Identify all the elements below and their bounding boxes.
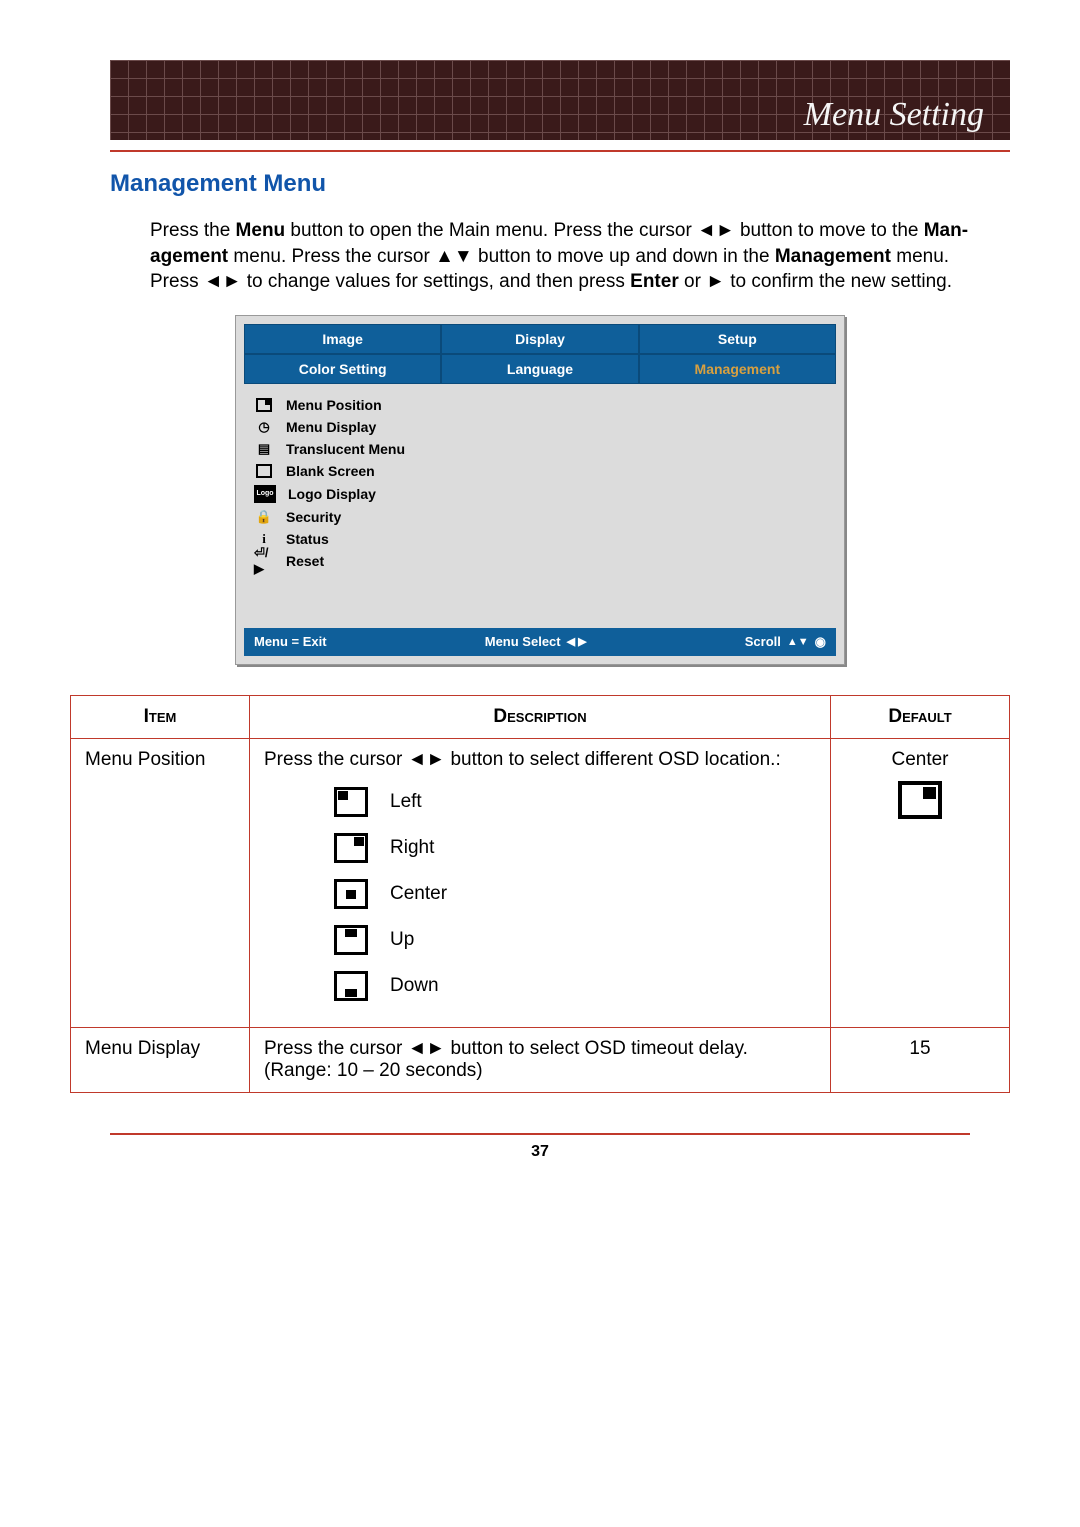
osd-footer-scroll-label: Scroll bbox=[745, 634, 781, 649]
td-item: Menu Display bbox=[71, 1027, 250, 1092]
pos-row: Up bbox=[334, 925, 816, 955]
osd-item-label: Translucent Menu bbox=[286, 441, 405, 457]
header-band: Menu Setting bbox=[70, 60, 1010, 140]
osd-item-label: Blank Screen bbox=[286, 463, 375, 479]
osd-footer-exit: Menu = Exit bbox=[254, 634, 327, 649]
intro-bold-menu: Menu bbox=[236, 220, 286, 241]
table-row: Menu Display Press the cursor ◄► button … bbox=[71, 1027, 1010, 1092]
ud-icon: ▲▼ bbox=[787, 636, 809, 648]
intro-text: menu. Press the cursor ▲▼ button to move… bbox=[228, 246, 775, 267]
section-title: Management Menu bbox=[110, 170, 1010, 198]
osd-tab-row1: Image Display Setup bbox=[244, 324, 836, 354]
osd-item-label: Menu Position bbox=[286, 397, 382, 413]
osd-tab-image[interactable]: Image bbox=[244, 324, 441, 354]
page: Menu Setting Management Menu Press the M… bbox=[0, 0, 1080, 1201]
position-icon bbox=[254, 397, 274, 413]
th-default: Default bbox=[831, 695, 1010, 738]
position-default-icon bbox=[898, 781, 942, 819]
table-row: Menu Position Press the cursor ◄► button… bbox=[71, 738, 1010, 1027]
osd-item-label: Reset bbox=[286, 553, 324, 569]
pos-row: Right bbox=[334, 833, 816, 863]
th-desc: Description bbox=[250, 695, 831, 738]
osd-footer: Menu = Exit Menu Select ◀ ▶ Scroll ▲▼ ◉ bbox=[244, 628, 836, 656]
default-icon-wrap bbox=[845, 781, 995, 825]
lr-icon: ◀ ▶ bbox=[567, 635, 587, 648]
pos-row: Left bbox=[334, 787, 816, 817]
osd-footer-select-label: Menu Select bbox=[485, 634, 561, 649]
osd-item-label: Logo Display bbox=[288, 486, 376, 502]
osd-tab-row2: Color Setting Language Management bbox=[244, 354, 836, 384]
page-number: 37 bbox=[70, 1143, 1010, 1161]
osd-tab-color[interactable]: Color Setting bbox=[244, 354, 441, 384]
osd-item[interactable]: iStatus bbox=[250, 528, 830, 550]
td-default: 15 bbox=[831, 1027, 1010, 1092]
logo-icon: Logo bbox=[254, 485, 276, 503]
intro-bold-enter: Enter bbox=[630, 271, 679, 292]
position-left-icon bbox=[334, 787, 368, 817]
position-center-icon bbox=[334, 879, 368, 909]
osd-item-label: Menu Display bbox=[286, 419, 376, 435]
intro-bold-management: Management bbox=[775, 246, 891, 267]
td-item: Menu Position bbox=[71, 738, 250, 1027]
position-right-icon bbox=[334, 833, 368, 863]
pos-label: Down bbox=[390, 975, 439, 997]
td-desc: Press the cursor ◄► button to select OSD… bbox=[250, 1027, 831, 1092]
osd-screenshot: Image Display Setup Color Setting Langua… bbox=[235, 315, 845, 665]
pos-label: Up bbox=[390, 929, 414, 951]
osd-item[interactable]: Logo Logo Display bbox=[250, 482, 830, 506]
position-up-icon bbox=[334, 925, 368, 955]
osd-item[interactable]: 🔒 Security bbox=[250, 506, 830, 528]
reset-icon: ⏎/▶ bbox=[254, 553, 274, 569]
osd-tab-display[interactable]: Display bbox=[441, 324, 638, 354]
intro-text: button to open the Main menu. Press the … bbox=[285, 220, 924, 241]
intro-text: or ► to confirm the new setting. bbox=[679, 271, 952, 292]
osd-item[interactable]: ⏎/▶ Reset bbox=[250, 550, 830, 572]
pos-row: Down bbox=[334, 971, 816, 1001]
intro-paragraph: Press the Menu button to open the Main m… bbox=[150, 218, 980, 295]
td-desc: Press the cursor ◄► button to select dif… bbox=[250, 738, 831, 1027]
table-header-row: Item Description Default bbox=[71, 695, 1010, 738]
osd-footer-scroll: Scroll ▲▼ ◉ bbox=[745, 634, 826, 650]
position-down-icon bbox=[334, 971, 368, 1001]
osd-item[interactable]: ◷ Menu Display bbox=[250, 416, 830, 438]
osd-item[interactable]: ▤ Translucent Menu bbox=[250, 438, 830, 460]
description-table: Item Description Default Menu Position P… bbox=[70, 695, 1010, 1093]
td-default: Center bbox=[831, 738, 1010, 1027]
footer-rule bbox=[110, 1133, 970, 1135]
default-label: Center bbox=[845, 749, 995, 771]
osd-item[interactable]: Menu Position bbox=[250, 394, 830, 416]
pos-label: Left bbox=[390, 791, 422, 813]
intro-text: Press the bbox=[150, 220, 236, 241]
intro-bold-man: Man- bbox=[924, 220, 968, 241]
osd-tab-setup[interactable]: Setup bbox=[639, 324, 836, 354]
header-title: Menu Setting bbox=[798, 96, 990, 134]
osd-tab-management[interactable]: Management bbox=[639, 354, 836, 384]
desc-lead: Press the cursor ◄► button to select dif… bbox=[264, 749, 816, 771]
intro-bold-agement: agement bbox=[150, 246, 228, 267]
th-item: Item bbox=[71, 695, 250, 738]
pos-label: Right bbox=[390, 837, 434, 859]
header-rule bbox=[110, 150, 1010, 152]
osd-footer-select: Menu Select ◀ ▶ bbox=[485, 634, 587, 649]
bulb-icon: ◉ bbox=[815, 634, 826, 650]
osd-item-label: Security bbox=[286, 509, 341, 525]
clock-icon: ◷ bbox=[254, 419, 274, 435]
osd-tab-language[interactable]: Language bbox=[441, 354, 638, 384]
blank-icon bbox=[254, 463, 274, 479]
osd-item[interactable]: Blank Screen bbox=[250, 460, 830, 482]
osd-item-label: Status bbox=[286, 531, 329, 547]
osd-body: Menu Position ◷ Menu Display ▤ Translucent… bbox=[244, 384, 836, 628]
pos-row: Center bbox=[334, 879, 816, 909]
pos-label: Center bbox=[390, 883, 447, 905]
lock-icon: 🔒 bbox=[254, 509, 274, 525]
doc-icon: ▤ bbox=[254, 441, 274, 457]
